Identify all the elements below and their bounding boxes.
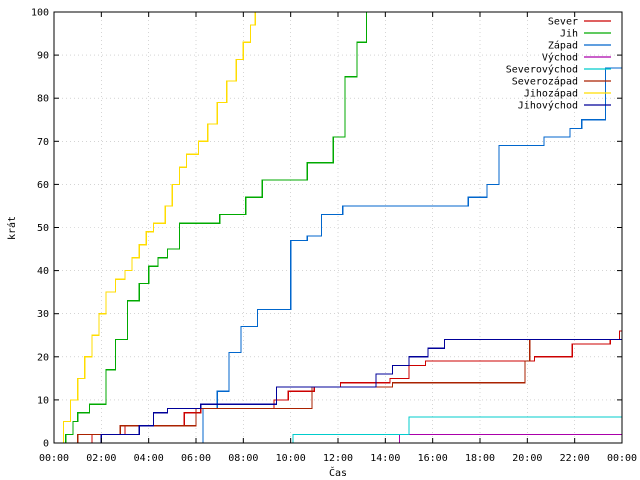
tick-labels: 0 10 20 30 40 50 60 70 80 90 100 00:00 02:00 04:00 06:… [31, 8, 637, 465]
legend: SeverJihZápadVýchodSeverovýchodSeverozáp… [506, 17, 611, 112]
legend-label: Sever [548, 17, 578, 28]
x-tick-label: 14:00 [370, 453, 400, 464]
x-tick-label: 02:00 [86, 453, 116, 464]
series-line-2 [54, 67, 622, 443]
x-tick-label: 10:00 [276, 453, 306, 464]
legend-label: Západ [548, 40, 578, 52]
x-tick-label: 12:00 [323, 453, 353, 464]
series-line-7 [54, 339, 622, 443]
x-tick-label: 08:00 [228, 453, 258, 464]
x-tick-label: 00:00 [607, 453, 637, 464]
x-tick-label: 18:00 [465, 453, 495, 464]
y-tick-label: 60 [37, 180, 49, 191]
axis-ticks [53, 11, 623, 444]
legend-label: Východ [542, 52, 578, 64]
legend-label: Jih [560, 29, 578, 40]
x-tick-label: 04:00 [134, 453, 164, 464]
x-tick-label: 00:00 [39, 453, 69, 464]
y-tick-label: 80 [37, 94, 49, 105]
series-line-4 [54, 416, 622, 443]
legend-label: Severozápad [512, 76, 578, 88]
legend-label: Severovýchod [506, 64, 578, 76]
x-axis-title: Čas [329, 466, 347, 479]
series-line-5 [54, 335, 622, 443]
x-tick-label: 06:00 [181, 453, 211, 464]
x-tick-label: 16:00 [418, 453, 448, 464]
series-line-6 [58, 12, 256, 443]
y-tick-label: 0 [43, 439, 49, 450]
x-tick-label: 20:00 [512, 453, 542, 464]
legend-label: Jihozápad [524, 88, 578, 100]
y-tick-label: 20 [37, 352, 49, 363]
series-line-1 [61, 12, 372, 443]
y-tick-label: 70 [37, 137, 49, 148]
legend-label: Jihovýchod [518, 100, 578, 112]
y-tick-label: 40 [37, 266, 49, 277]
y-tick-label: 90 [37, 51, 49, 62]
y-tick-label: 10 [37, 395, 49, 406]
y-tick-label: 50 [37, 223, 49, 234]
y-axis-title: krát [6, 216, 18, 240]
y-tick-label: 100 [31, 8, 49, 19]
series-lines [54, 12, 622, 443]
series-line-0 [68, 330, 622, 443]
y-tick-label: 30 [37, 309, 49, 320]
series-line-3 [54, 433, 622, 443]
grid [54, 12, 622, 443]
x-tick-label: 22:00 [560, 453, 590, 464]
